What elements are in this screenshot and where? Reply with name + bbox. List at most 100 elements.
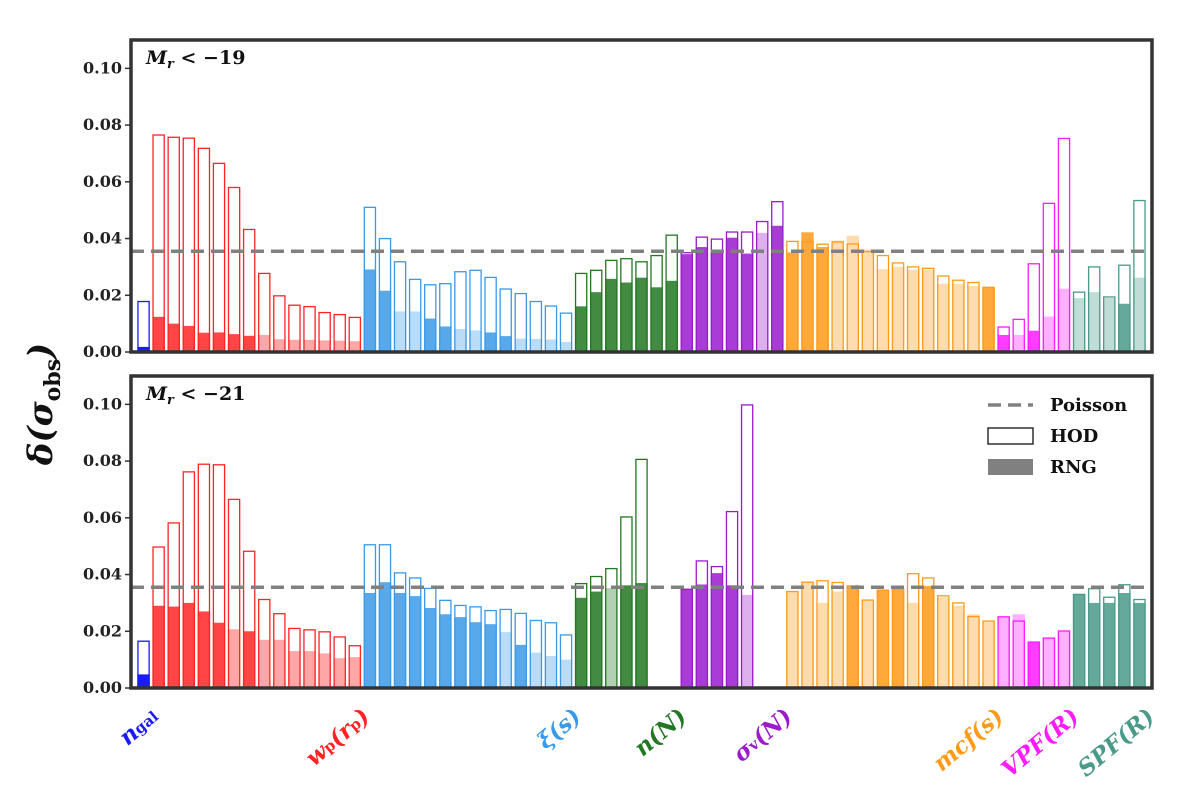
rng-bar-sigv-4 <box>725 585 739 688</box>
rng-bar-spf-1 <box>1072 298 1086 352</box>
rng-bar-wp-9 <box>273 339 286 352</box>
rng-bar-mcf-14 <box>982 621 995 688</box>
rng-bar-mcf-12 <box>952 283 965 352</box>
rng-bar-xi-10 <box>499 632 512 688</box>
panel-1: 0.00 0.02 0.04 0.06 0.08 0.10 Mr < −19 <box>83 38 1154 361</box>
rng-bar-xi-12 <box>529 652 543 688</box>
rng-bar-xi-5 <box>424 318 437 352</box>
y-tick-label: 0.02 <box>83 621 122 640</box>
rng-bar-wp-2 <box>167 323 180 352</box>
group-label-xi: ξ(s) <box>532 703 586 755</box>
hod-bar-ngal-1 <box>137 300 150 353</box>
rng-bar-sigv-5 <box>740 253 754 352</box>
rng-bar-xi-5 <box>424 608 437 688</box>
y-tick-label: 0.06 <box>83 508 122 527</box>
rng-bar-xi-2 <box>378 290 392 352</box>
rng-bar-xi-14 <box>559 659 573 688</box>
rng-bar-wp-3 <box>182 602 196 688</box>
rng-bar-xi-7 <box>454 617 467 688</box>
rng-bar-mcf-6 <box>861 600 875 688</box>
panel-2: 0.00 0.02 0.04 0.06 0.08 0.10 Mr < −21 <box>83 374 1154 697</box>
rng-bar-sigv-1 <box>680 588 693 688</box>
rng-bar-mcf-1 <box>786 591 799 688</box>
rng-bar-sigv-2 <box>695 584 709 688</box>
rng-bar-xi-8 <box>469 330 482 352</box>
rng-bar-wp-10 <box>288 651 301 688</box>
rng-bar-wp-13 <box>333 658 346 688</box>
rng-bar-wp-8 <box>258 639 271 688</box>
panel-frame <box>129 38 1154 354</box>
group-label-ngal: ngal <box>114 703 164 751</box>
rng-bar-xi-1 <box>363 592 377 688</box>
rng-bar-nN-5 <box>635 277 648 352</box>
group-label-spf: SPF(R) <box>1072 703 1159 782</box>
rng-bar-mcf-10 <box>922 585 935 688</box>
y-tick-label: 0.02 <box>83 285 122 304</box>
rng-bar-spf-5 <box>1133 602 1146 688</box>
panels: 0.00 0.02 0.04 0.06 0.08 0.10 Mr < −19 0.00 0.02… <box>83 38 1154 697</box>
hod-bar-wp-7 <box>242 228 256 353</box>
rng-bar-wp-2 <box>167 606 180 688</box>
rng-bar-xi-3 <box>393 592 407 688</box>
rng-bar-sigv-4 <box>725 237 739 352</box>
rng-bar-spf-2 <box>1087 602 1101 688</box>
rng-bar-xi-1 <box>363 269 377 352</box>
rng-bar-xi-11 <box>514 338 527 352</box>
rng-bar-wp-3 <box>182 325 196 352</box>
panel-title: Mr < −19 <box>145 47 245 72</box>
rng-bar-mcf-8 <box>891 266 905 352</box>
rng-bar-wp-4 <box>197 611 211 688</box>
rng-bar-spf-4 <box>1118 592 1131 688</box>
rng-bar-spf-2 <box>1087 292 1101 352</box>
rng-bar-sigv-2 <box>695 247 709 352</box>
rng-bar-sigv-3 <box>710 251 724 352</box>
rng-bar-xi-7 <box>454 329 467 352</box>
legend-label-poisson: Poisson <box>1050 395 1127 416</box>
group-label-mcf: mcf(s) <box>928 703 1009 777</box>
rng-bar-nN-6 <box>650 287 663 352</box>
panel-frame <box>129 374 1154 690</box>
rng-bar-mcf-6 <box>861 249 875 352</box>
rng-bar-spf-4 <box>1118 303 1131 352</box>
rng-bar-xi-11 <box>514 644 527 688</box>
rng-bar-nN-2 <box>590 591 603 688</box>
rng-bar-vpf-2 <box>1012 614 1025 688</box>
rng-bar-mcf-1 <box>786 252 799 352</box>
rng-bar-spf-3 <box>1103 298 1116 352</box>
rng-bar-wp-4 <box>197 332 211 352</box>
y-tick-label: 0.04 <box>83 565 122 584</box>
hod-bar-wp-5 <box>212 162 226 353</box>
rng-bar-wp-12 <box>318 653 331 688</box>
y-tick-label: 0.04 <box>83 229 122 248</box>
rng-bar-mcf-3 <box>816 602 829 688</box>
rng-bar-wp-1 <box>152 605 165 688</box>
legend-label-rng: RNG <box>1050 457 1097 478</box>
legend-label-hod: HOD <box>1050 426 1098 447</box>
rng-bar-mcf-13 <box>967 285 980 352</box>
rng-bar-wp-14 <box>348 341 361 352</box>
rng-bar-nN-4 <box>620 282 633 352</box>
rng-bar-wp-11 <box>303 651 316 688</box>
rng-bar-nN-3 <box>605 278 618 352</box>
rng-bar-mcf-13 <box>967 614 980 688</box>
rng-bar-sigv-1 <box>680 254 693 352</box>
rng-bar-mcf-14 <box>982 287 995 352</box>
rng-bar-mcf-5 <box>846 585 859 688</box>
rng-bar-mcf-7 <box>876 269 890 352</box>
rng-bar-mcf-7 <box>876 590 890 688</box>
rng-bar-wp-6 <box>227 334 241 352</box>
rng-bar-mcf-2 <box>801 232 814 352</box>
rng-bar-wp-7 <box>242 335 256 352</box>
rng-bar-xi-3 <box>393 311 407 352</box>
rng-bar-vpf-3 <box>1027 642 1041 688</box>
rng-bar-spf-3 <box>1103 602 1116 688</box>
group-label-nN: n(N) <box>629 703 692 762</box>
rng-bar-nN-1 <box>574 597 588 688</box>
rng-bar-wp-5 <box>212 332 226 352</box>
rng-bar-wp-9 <box>273 639 286 688</box>
rng-bar-xi-12 <box>529 338 543 352</box>
rng-bar-nN-3 <box>605 588 618 688</box>
rng-bar-vpf-5 <box>1057 288 1071 352</box>
rng-bar-nN-2 <box>590 292 603 352</box>
rng-bar-mcf-8 <box>891 588 905 688</box>
